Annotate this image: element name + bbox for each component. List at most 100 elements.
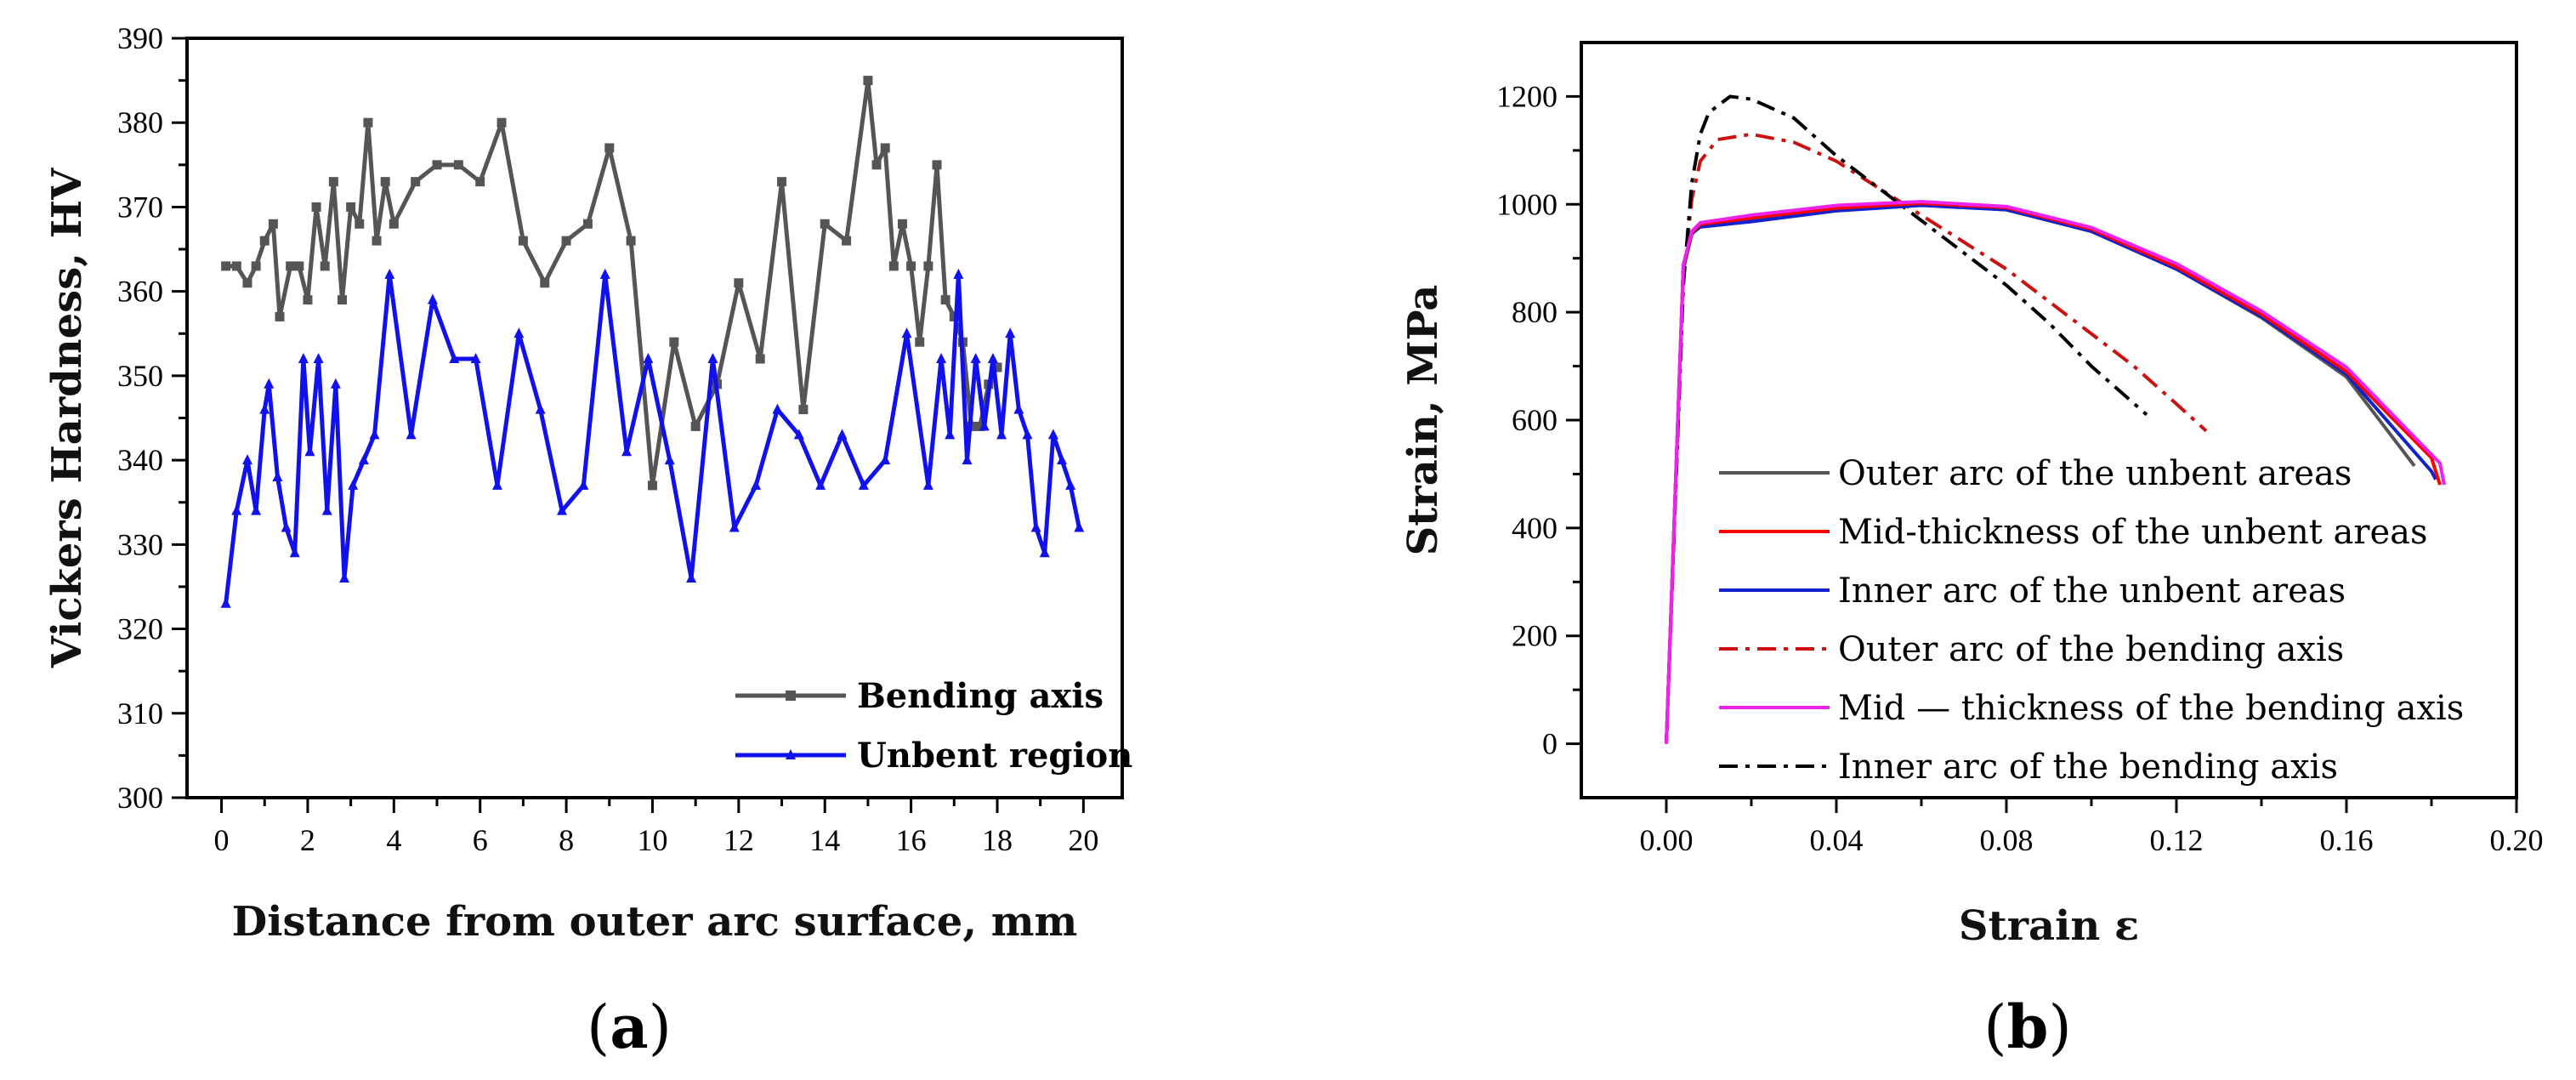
panel-b-y-axis-title: Strain, MPa xyxy=(1399,285,1447,556)
data-point-triangle xyxy=(313,353,324,364)
legend-label: Bending axis xyxy=(857,676,1104,716)
data-point-square xyxy=(518,236,528,246)
data-point-square xyxy=(389,219,399,229)
panel-label-close-paren: ) xyxy=(649,992,672,1062)
series-line-bending-axis xyxy=(225,78,1000,488)
y-tick-label: 600 xyxy=(1512,403,1558,437)
legend-label: Mid-thickness of the unbent areas xyxy=(1838,513,2428,552)
data-point-triangle xyxy=(272,470,283,481)
y-tick-label: 1200 xyxy=(1496,79,1558,113)
y-tick-label: 330 xyxy=(117,527,163,561)
data-point-triangle xyxy=(1057,454,1068,465)
y-tick-label: 400 xyxy=(1512,511,1558,545)
x-tick-label: 0.20 xyxy=(2490,823,2544,857)
data-point-triangle xyxy=(901,327,912,338)
data-point-square xyxy=(268,219,278,229)
data-point-square xyxy=(915,337,925,347)
data-point-square xyxy=(320,261,330,271)
legend-marker-square xyxy=(786,691,796,701)
data-point-triangle xyxy=(751,479,762,490)
legend-label: Inner arc of the unbent areas xyxy=(1838,571,2346,611)
panel-a-x-ticks: 0 2 4 6 8 10 12 14 16 18 20 xyxy=(214,798,1098,857)
data-point-square xyxy=(690,421,701,431)
data-point-triangle xyxy=(858,479,869,490)
y-tick-label: 320 xyxy=(117,612,163,646)
panel-b-plot-frame xyxy=(1580,41,2518,799)
x-tick-label: 4 xyxy=(386,823,401,857)
data-point-triangle xyxy=(241,454,252,465)
y-tick-label: 310 xyxy=(117,696,163,730)
data-point-square xyxy=(380,177,390,187)
y-tick-label: 370 xyxy=(117,190,163,224)
data-point-square xyxy=(626,236,636,246)
data-point-square xyxy=(940,295,950,305)
data-point-square xyxy=(777,177,787,187)
series-line-5 xyxy=(1665,200,2446,744)
data-point-triangle xyxy=(535,403,546,414)
data-point-square xyxy=(231,261,241,271)
data-point-square xyxy=(923,261,933,271)
data-point-square xyxy=(303,295,313,305)
data-point-triangle xyxy=(1074,521,1085,532)
data-point-triangle xyxy=(369,429,380,440)
data-point-triangle xyxy=(289,547,300,558)
data-point-triangle xyxy=(1013,403,1024,414)
data-point-square xyxy=(294,261,304,271)
data-point-triangle xyxy=(643,353,654,364)
data-point-square xyxy=(328,177,338,187)
data-point-triangle xyxy=(772,403,783,414)
data-point-triangle xyxy=(304,446,315,457)
data-point-triangle xyxy=(837,429,848,440)
data-point-square xyxy=(906,261,916,271)
panel-b-x-ticks: 0.00 0.04 0.08 0.12 0.16 0.20 xyxy=(1640,798,2544,857)
data-point-triangle xyxy=(1047,429,1058,440)
panel-b-chart: 0.00 0.04 0.08 0.12 0.16 0.20 0 200 400 600 800 10… xyxy=(1399,41,2544,1062)
data-point-triangle xyxy=(406,429,417,440)
data-point-triangle xyxy=(1039,547,1050,558)
data-point-triangle xyxy=(281,521,292,532)
data-point-square xyxy=(880,143,890,153)
data-point-triangle xyxy=(970,353,981,364)
data-point-triangle xyxy=(599,268,610,279)
data-point-square xyxy=(897,219,907,229)
data-point-square xyxy=(311,202,321,212)
legend-label: Outer arc of the bending axis xyxy=(1838,630,2344,669)
data-point-square xyxy=(363,117,373,128)
data-point-square xyxy=(863,76,873,86)
data-point-square xyxy=(582,219,593,229)
data-point-triangle xyxy=(330,378,341,389)
data-point-square xyxy=(411,177,421,187)
data-point-square xyxy=(992,362,1002,372)
series-line-6 xyxy=(1665,94,2148,744)
data-point-square xyxy=(475,177,485,187)
x-tick-label: 0.08 xyxy=(1980,823,2034,857)
data-point-triangle xyxy=(339,572,350,583)
data-point-square xyxy=(259,236,270,246)
data-point-triangle xyxy=(621,446,633,457)
legend-label: Unbent region xyxy=(857,736,1132,776)
x-tick-label: 8 xyxy=(559,823,574,857)
data-point-triangle xyxy=(707,353,718,364)
y-tick-label: 360 xyxy=(117,275,163,309)
data-point-triangle xyxy=(729,521,740,532)
y-tick-label: 390 xyxy=(117,21,163,55)
panel-b-y-ticks: 0 200 400 600 800 1000 1200 xyxy=(1496,79,1581,761)
data-point-square xyxy=(734,278,744,288)
data-point-triangle xyxy=(793,429,804,440)
panel-a-series xyxy=(220,76,1085,608)
data-point-square xyxy=(871,160,882,170)
data-point-square xyxy=(647,480,657,491)
data-point-triangle xyxy=(880,454,891,465)
data-point-triangle xyxy=(1065,479,1076,490)
data-point-triangle xyxy=(220,597,231,608)
data-point-square xyxy=(820,219,830,229)
panel-a-y-ticks: 300 310 320 330 340 350 360 370 380 390 xyxy=(117,21,187,815)
x-tick-label: 16 xyxy=(896,823,927,857)
data-point-triangle xyxy=(557,504,568,515)
x-tick-label: 10 xyxy=(637,823,667,857)
x-tick-label: 6 xyxy=(473,823,488,857)
data-point-square xyxy=(561,236,571,246)
data-point-triangle xyxy=(358,454,369,465)
series-line-4 xyxy=(1665,132,2208,744)
data-point-square xyxy=(755,354,765,364)
